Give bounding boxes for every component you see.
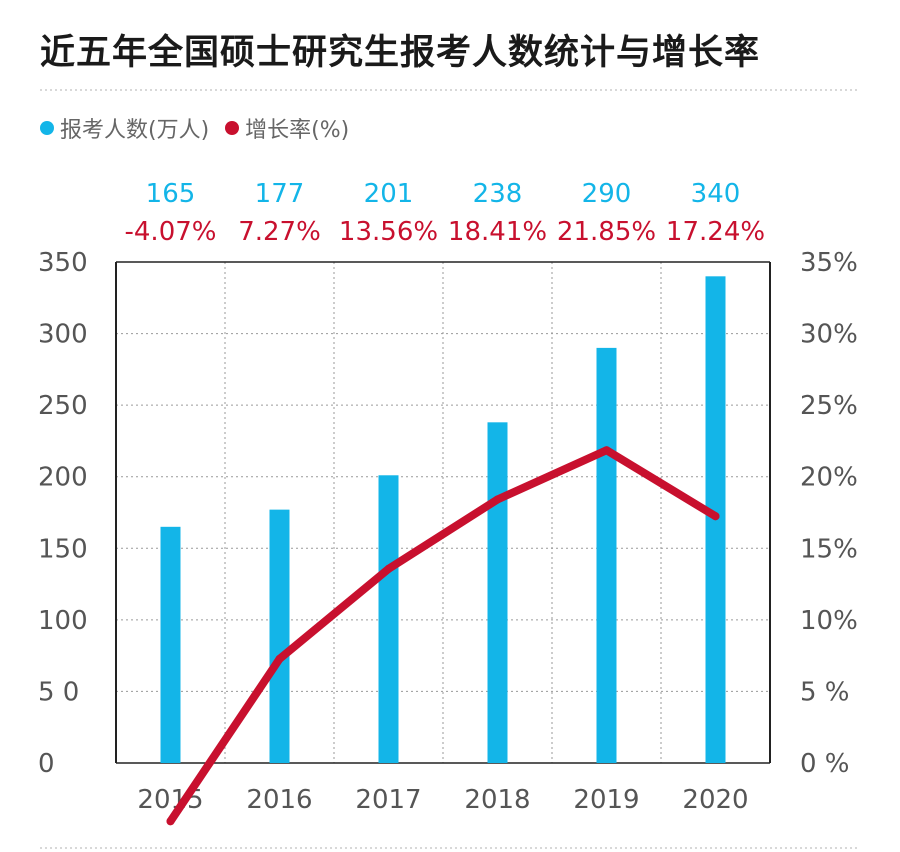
chart-legend: 报考人数(万人) 增长率(%) bbox=[40, 112, 365, 144]
legend-label-applicants: 报考人数(万人) bbox=[60, 118, 210, 143]
bar-value-label: 177 bbox=[255, 179, 305, 209]
y-right-tick-label: 20% bbox=[800, 463, 858, 493]
bar-value-label: 201 bbox=[364, 179, 414, 209]
y-right-tick-label: 35% bbox=[800, 248, 858, 278]
growth-rate-label: 7.27% bbox=[238, 217, 321, 247]
growth-rate-label: 21.85% bbox=[557, 217, 656, 247]
growth-rate-point bbox=[275, 654, 284, 663]
growth-rate-point bbox=[384, 564, 393, 573]
bar-value-label: 340 bbox=[691, 179, 741, 209]
growth-rate-point bbox=[493, 495, 502, 504]
growth-rate-point bbox=[166, 817, 175, 826]
x-tick-label: 2017 bbox=[355, 785, 421, 815]
y-left-tick-label: 5 0 bbox=[38, 677, 79, 707]
x-tick-label: 2018 bbox=[464, 785, 530, 815]
bar bbox=[487, 422, 508, 763]
y-left-tick-label: 300 bbox=[38, 320, 88, 350]
growth-rate-line bbox=[166, 446, 720, 826]
bar bbox=[596, 347, 617, 763]
chart-title: 近五年全国硕士研究生报考人数统计与增长率 bbox=[40, 33, 761, 73]
x-tick-label: 2020 bbox=[682, 785, 748, 815]
y-left-tick-label: 0 bbox=[38, 749, 55, 779]
bar-value-label: 238 bbox=[473, 179, 523, 209]
y-right-tick-label: 30% bbox=[800, 320, 858, 350]
y-left-tick-label: 200 bbox=[38, 463, 88, 493]
legend-swatch-applicants bbox=[40, 121, 54, 135]
growth-rate-point bbox=[602, 446, 611, 455]
x-tick-label: 2019 bbox=[573, 785, 639, 815]
legend-label-growth: 增长率(%) bbox=[245, 118, 350, 143]
x-tick-label: 2016 bbox=[246, 785, 312, 815]
y-left-tick-label: 100 bbox=[38, 606, 88, 636]
y-right-tick-label: 15% bbox=[800, 534, 858, 564]
bar-value-label: 165 bbox=[146, 179, 196, 209]
growth-rate-label: 18.41% bbox=[448, 217, 547, 247]
y-left-tick-label: 250 bbox=[38, 391, 88, 421]
y-left-tick-label: 150 bbox=[38, 534, 88, 564]
bar bbox=[269, 509, 290, 763]
y-right-tick-label: 25% bbox=[800, 391, 858, 421]
growth-rate-label: -4.07% bbox=[125, 217, 217, 247]
y-left-tick-label: 350 bbox=[38, 248, 88, 278]
legend-swatch-growth bbox=[225, 121, 240, 135]
growth-rate-point bbox=[711, 512, 720, 521]
bar bbox=[378, 475, 399, 763]
growth-rate-label: 13.56% bbox=[339, 217, 438, 247]
legend-item-growth: 增长率(%) bbox=[225, 112, 349, 144]
legend-item-applicants: 报考人数(万人) bbox=[40, 112, 209, 144]
y-right-tick-label: 5 % bbox=[800, 677, 850, 707]
growth-rate-label: 17.24% bbox=[666, 217, 765, 247]
bar bbox=[160, 526, 181, 763]
y-right-tick-label: 0 % bbox=[800, 749, 850, 779]
y-right-tick-label: 10% bbox=[800, 606, 858, 636]
bar-value-label: 290 bbox=[582, 179, 632, 209]
